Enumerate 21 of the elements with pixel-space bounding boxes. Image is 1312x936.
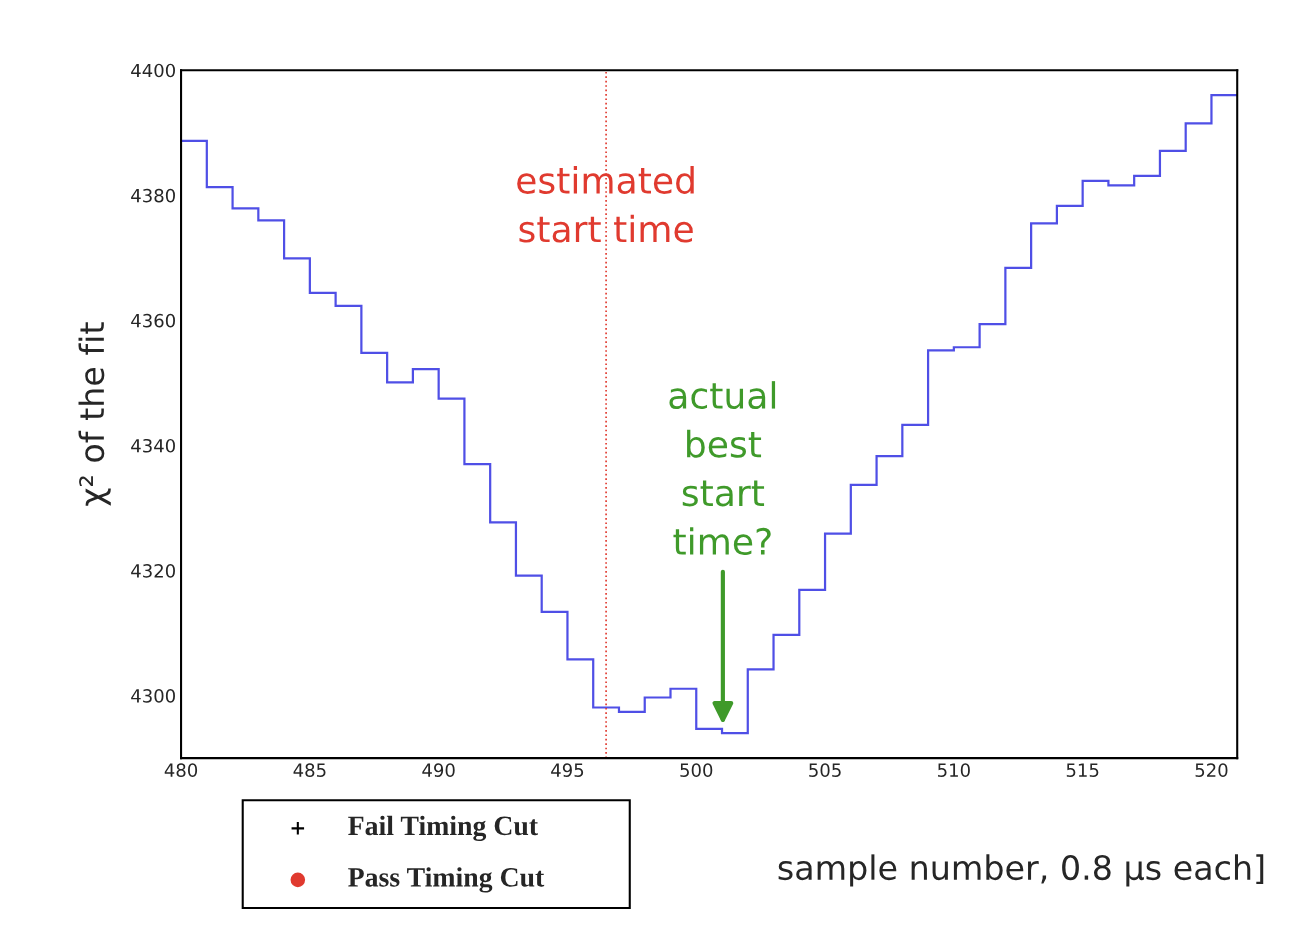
x-tick-label: 510 [938,763,970,777]
y-tick-label: 4400 [131,63,175,78]
y-tick-label: 4300 [131,689,175,703]
text: Fail Timing Cut [348,815,538,842]
x-tick-label: 485 [293,763,326,777]
annotation: actual best start time? [669,381,776,556]
x-tick-label: 515 [1066,763,1099,777]
x-tick-label: 480 [164,763,198,777]
x-tick-label: 520 [1195,763,1228,777]
ref-line-label: estimated start time [517,165,694,243]
x-tick-label: 490 [422,763,455,777]
x-tick-label: 495 [551,763,584,777]
text: Pass Timing Cut [348,867,545,893]
y-tick-label: 4380 [131,188,175,203]
x-tick-label: 500 [680,763,713,777]
y-axis-title: χ² of the fit [78,322,111,506]
x-axis-title: sample number, 0.8 μs each] [778,854,1264,887]
y-tick-label: 4340 [131,438,175,453]
y-tick-label: 4360 [131,313,175,328]
x-tick-label: 505 [809,763,841,777]
y-tick-label: 4320 [131,563,175,578]
